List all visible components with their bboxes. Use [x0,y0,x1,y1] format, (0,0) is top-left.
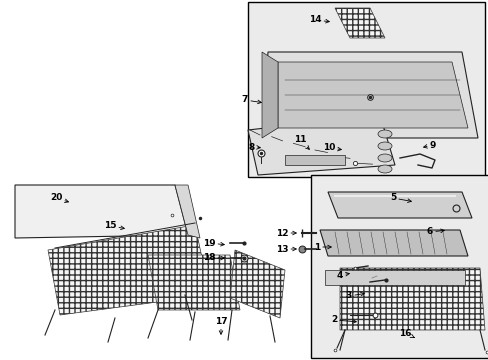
Text: 6: 6 [426,228,444,237]
Bar [310,175,488,358]
Bar [247,2,484,177]
Polygon shape [334,8,384,38]
Polygon shape [278,62,467,128]
Text: 2: 2 [330,315,356,324]
Text: 7: 7 [242,95,261,104]
Polygon shape [327,192,471,218]
Text: 11: 11 [293,135,309,149]
Text: 9: 9 [423,140,435,149]
Bar [285,155,345,165]
Bar [325,270,464,285]
Text: 13: 13 [275,244,296,253]
Polygon shape [48,225,209,315]
Text: 10: 10 [322,144,341,153]
Text: 18: 18 [203,253,224,262]
Text: 20: 20 [50,194,68,203]
Polygon shape [175,185,200,238]
Text: 17: 17 [214,318,227,334]
Polygon shape [262,52,278,138]
Text: 12: 12 [275,229,296,238]
Text: 3: 3 [345,292,364,301]
Polygon shape [229,250,285,318]
Polygon shape [247,115,394,175]
Polygon shape [15,185,187,238]
Polygon shape [339,268,484,330]
Ellipse shape [377,142,391,150]
Polygon shape [319,230,467,256]
Ellipse shape [377,154,391,162]
Text: 19: 19 [202,238,224,248]
Text: 15: 15 [103,221,124,230]
Text: 5: 5 [389,194,410,202]
Polygon shape [148,255,240,310]
Text: 8: 8 [248,143,260,152]
Polygon shape [262,52,477,138]
Ellipse shape [377,165,391,173]
Ellipse shape [377,130,391,138]
Text: 1: 1 [313,243,330,252]
Text: 16: 16 [398,328,413,338]
Text: 14: 14 [308,15,328,24]
Text: 4: 4 [336,270,348,279]
